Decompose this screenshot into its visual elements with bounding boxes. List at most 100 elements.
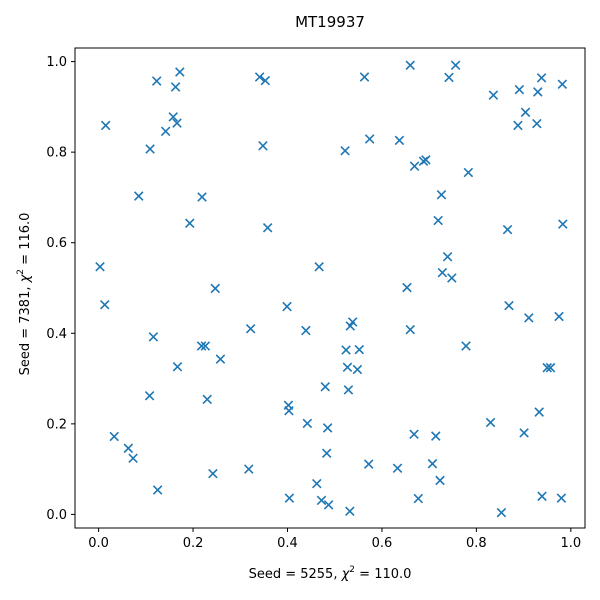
- data-point: [433, 215, 443, 226]
- data-point: [431, 431, 441, 441]
- data-point: [409, 161, 420, 171]
- data-point: [109, 431, 119, 442]
- data-point: [421, 155, 431, 165]
- data-point: [196, 341, 207, 351]
- data-point: [342, 362, 353, 373]
- data-point: [545, 362, 556, 373]
- data-point: [435, 475, 445, 486]
- data-point: [341, 345, 351, 355]
- data-point: [151, 76, 162, 86]
- y-tick-label: 0.0: [46, 508, 67, 523]
- data-point: [100, 120, 111, 131]
- data-point: [413, 493, 424, 504]
- data-point: [513, 120, 523, 131]
- data-point: [345, 506, 355, 517]
- data-point: [215, 354, 226, 364]
- data-point: [260, 75, 271, 86]
- data-point: [123, 443, 134, 454]
- data-point: [519, 428, 529, 438]
- data-point: [152, 485, 163, 495]
- data-point: [537, 491, 547, 502]
- data-point: [359, 72, 370, 82]
- data-point: [197, 192, 207, 202]
- data-point: [502, 224, 513, 235]
- data-point: [354, 344, 365, 355]
- x-tick-label: 1.0: [560, 536, 581, 551]
- data-point: [364, 134, 375, 144]
- data-point: [533, 87, 543, 97]
- plot-frame: [74, 47, 586, 529]
- x-axis-label: Seed = 5255, χ2 = 110.0: [249, 565, 412, 582]
- y-tick-label: 1.0: [46, 55, 67, 70]
- data-point: [343, 385, 354, 395]
- data-point: [210, 283, 221, 294]
- data-point: [392, 463, 403, 473]
- data-point: [405, 60, 416, 70]
- data-point: [321, 448, 332, 459]
- data-point: [254, 72, 265, 82]
- data-point: [520, 107, 531, 118]
- data-point: [282, 301, 292, 312]
- data-point: [442, 251, 453, 262]
- data-point: [95, 261, 105, 272]
- data-point: [301, 325, 311, 336]
- chart-title: MT19937: [295, 13, 365, 31]
- data-point: [258, 141, 268, 151]
- data-point: [160, 126, 171, 137]
- data-point: [347, 317, 358, 327]
- data-point: [394, 135, 405, 146]
- data-point: [496, 507, 507, 518]
- data-point: [148, 332, 159, 342]
- x-tick-label: 0.2: [183, 536, 204, 551]
- data-point: [461, 341, 471, 351]
- data-point: [504, 300, 514, 311]
- x-tick-label: 0.8: [466, 536, 487, 551]
- data-point: [284, 405, 294, 416]
- points-layer: [95, 60, 568, 518]
- data-point: [363, 459, 374, 469]
- data-point: [463, 167, 474, 178]
- data-point: [316, 495, 327, 506]
- y-tick-label: 0.4: [46, 327, 67, 342]
- y-tick-label: 0.6: [46, 236, 67, 251]
- data-point: [488, 90, 499, 100]
- data-point: [558, 219, 568, 229]
- data-point: [128, 453, 138, 464]
- data-point: [536, 73, 547, 83]
- data-point: [244, 464, 254, 474]
- data-point: [144, 391, 155, 401]
- data-point: [352, 364, 363, 375]
- data-point: [524, 313, 534, 323]
- x-tick-label: 0.0: [88, 536, 109, 551]
- y-axis-ticks: 0.0 0.2 0.4 0.6 0.8 1.0: [46, 55, 75, 523]
- data-point: [245, 323, 256, 334]
- data-point: [447, 273, 457, 283]
- data-point: [450, 60, 461, 70]
- data-point: [557, 79, 568, 89]
- data-point: [133, 191, 144, 201]
- data-point: [436, 189, 447, 200]
- data-point: [170, 82, 181, 92]
- data-point: [99, 299, 110, 310]
- data-point: [514, 84, 525, 95]
- x-axis-ticks: 0.0 0.2 0.4 0.6 0.8 1.0: [88, 528, 581, 551]
- y-tick-label: 0.8: [46, 146, 67, 161]
- data-point: [444, 72, 454, 83]
- data-point: [534, 407, 544, 417]
- x-tick-label: 0.6: [372, 536, 393, 551]
- data-point: [184, 218, 195, 229]
- data-point: [172, 118, 182, 128]
- data-point: [340, 146, 350, 156]
- data-point: [532, 118, 542, 129]
- data-point: [200, 341, 211, 351]
- data-point: [542, 362, 552, 373]
- data-point: [208, 468, 218, 479]
- data-point: [202, 394, 212, 405]
- data-point: [175, 67, 185, 77]
- data-point: [320, 381, 331, 392]
- x-tick-label: 0.4: [277, 536, 298, 551]
- data-point: [168, 112, 178, 122]
- data-point: [427, 458, 438, 469]
- data-point: [322, 423, 333, 433]
